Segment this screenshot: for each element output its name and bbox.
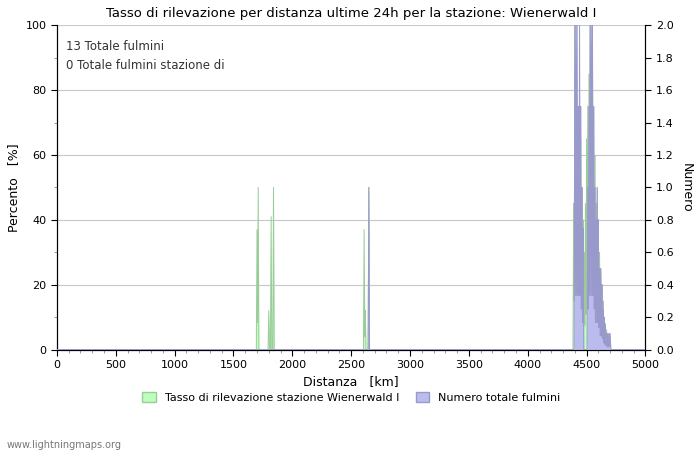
Title: Tasso di rilevazione per distanza ultime 24h per la stazione: Wienerwald I: Tasso di rilevazione per distanza ultime…	[106, 7, 596, 20]
Legend: Tasso di rilevazione stazione Wienerwald I, Numero totale fulmini: Tasso di rilevazione stazione Wienerwald…	[138, 388, 564, 407]
Y-axis label: Numero: Numero	[680, 162, 693, 212]
X-axis label: Distanza   [km]: Distanza [km]	[303, 375, 399, 388]
Y-axis label: Percento   [%]: Percento [%]	[7, 143, 20, 232]
Text: 0 Totale fulmini stazione di: 0 Totale fulmini stazione di	[66, 59, 225, 72]
Text: www.lightningmaps.org: www.lightningmaps.org	[7, 440, 122, 450]
Text: 13 Totale fulmini: 13 Totale fulmini	[66, 40, 164, 53]
